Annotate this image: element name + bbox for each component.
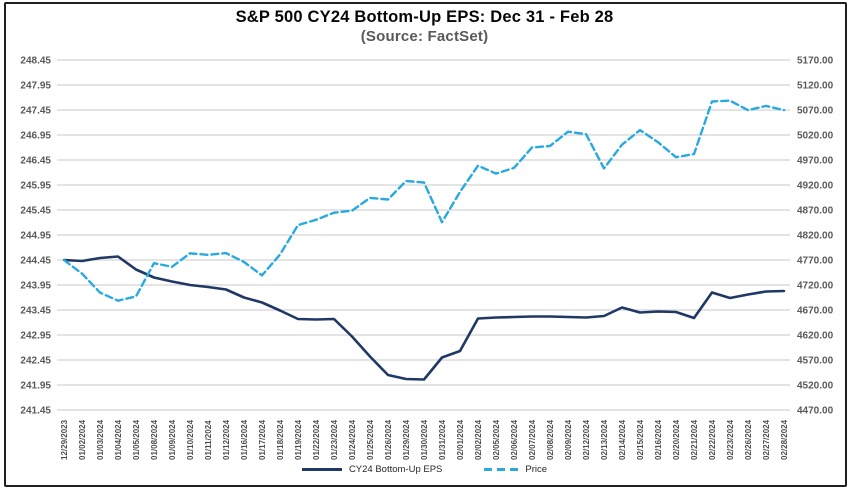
- y-axis-right-tick-label: 4670.00: [797, 306, 834, 317]
- x-axis-date-label: 01/29/2024: [402, 419, 411, 460]
- x-axis-date-label: 01/04/2024: [114, 419, 123, 460]
- x-axis-date-label: 01/22/2024: [312, 419, 321, 460]
- y-axis-left-tick-label: 242.95: [20, 331, 51, 342]
- y-axis-right-tick-label: 4570.00: [797, 356, 834, 367]
- price-line: [62, 99, 786, 302]
- x-axis-date-label: 02/15/2024: [636, 419, 645, 460]
- x-axis-date-label: 01/23/2024: [330, 419, 339, 460]
- x-axis-date-label: 01/17/2024: [258, 419, 267, 460]
- x-axis-date-label: 02/06/2024: [510, 419, 519, 460]
- y-axis-left-tick-label: 244.95: [20, 231, 51, 242]
- x-axis-date-label: 01/31/2024: [438, 419, 447, 460]
- x-axis-date-label: 02/12/2024: [582, 419, 591, 460]
- eps-line: [62, 255, 786, 381]
- x-axis-date-label: 02/01/2024: [456, 419, 465, 460]
- x-axis-date-label: 01/03/2024: [96, 419, 105, 460]
- y-axis-left-tick-label: 242.45: [20, 356, 51, 367]
- y-axis-left-tick-label: 248.45: [20, 56, 51, 67]
- y-axis-right-tick-label: 4470.00: [797, 406, 834, 417]
- x-axis-date-label: 01/24/2024: [348, 419, 357, 460]
- x-axis-date-label: 01/12/2024: [222, 419, 231, 460]
- x-axis-date-label: 02/14/2024: [618, 419, 627, 460]
- x-axis-date-label: 02/05/2024: [492, 419, 501, 460]
- x-axis-date-label: 02/20/2024: [672, 419, 681, 460]
- y-axis-right-tick-label: 4870.00: [797, 206, 834, 217]
- x-axis-date-label: 02/08/2024: [546, 419, 555, 460]
- x-axis-date-label: 01/10/2024: [186, 419, 195, 460]
- y-axis-right-tick-label: 4720.00: [797, 281, 834, 292]
- x-axis-date-label: 02/23/2024: [726, 419, 735, 460]
- x-axis-date-label: 01/09/2024: [168, 419, 177, 460]
- y-axis-left-tick-label: 245.45: [20, 206, 51, 217]
- chart-legend: CY24 Bottom-Up EPS Price: [0, 460, 849, 478]
- x-axis-date-label: 02/22/2024: [708, 419, 717, 460]
- y-axis-right-tick-label: 4820.00: [797, 231, 834, 242]
- y-axis-right-tick-label: 4520.00: [797, 381, 834, 392]
- legend-label-eps: CY24 Bottom-Up EPS: [348, 463, 443, 475]
- x-axis-date-label: 02/13/2024: [600, 419, 609, 460]
- y-axis-right-tick-label: 4970.00: [797, 156, 834, 167]
- y-axis-left-tick-label: 243.95: [20, 281, 51, 292]
- x-axis-date-label: 01/05/2024: [132, 419, 141, 460]
- y-axis-left-tick-label: 241.95: [20, 381, 51, 392]
- y-axis-right-tick-label: 5020.00: [797, 131, 834, 142]
- y-axis-right-tick-label: 5120.00: [797, 81, 834, 92]
- y-axis-right-tick-label: 4770.00: [797, 256, 834, 267]
- y-axis-left-tick-label: 247.45: [20, 106, 51, 117]
- x-axis-date-label: 01/11/2024: [204, 420, 213, 460]
- x-axis-date-label: 12/29/2023: [60, 419, 69, 460]
- y-axis-left-tick-label: 241.45: [20, 406, 51, 417]
- y-axis-left-tick-label: 245.95: [20, 181, 51, 192]
- x-axis-date-label: 01/02/2024: [78, 419, 87, 460]
- y-axis-left-tick-label: 247.95: [20, 81, 51, 92]
- y-axis-left-tick-label: 243.45: [20, 306, 51, 317]
- page-subtitle: (Source: FactSet): [360, 28, 489, 45]
- y-axis-left-tick-label: 244.45: [20, 256, 51, 267]
- legend-item-price: Price: [484, 464, 547, 475]
- x-axis-date-label: 02/27/2024: [762, 419, 771, 460]
- x-axis-date-label: 01/26/2024: [384, 419, 393, 460]
- x-axis-date-label: 01/08/2024: [150, 419, 159, 460]
- x-axis-date-label: 01/30/2024: [420, 419, 429, 460]
- y-axis-left-tick-label: 246.45: [20, 156, 51, 167]
- price-line-swatch-icon: [484, 467, 519, 471]
- x-axis-date-label: 02/07/2024: [528, 419, 537, 460]
- x-axis-date-label: 01/18/2024: [276, 419, 285, 460]
- page-title: S&P 500 CY24 Bottom-Up EPS: Dec 31 - Feb…: [235, 8, 614, 26]
- y-axis-right-tick-label: 5070.00: [797, 106, 834, 117]
- legend-label-price: Price: [525, 463, 548, 475]
- x-axis-date-label: 01/16/2024: [240, 419, 249, 460]
- y-axis-left-tick-label: 246.95: [20, 131, 51, 142]
- x-axis-date-label: 02/09/2024: [564, 419, 573, 460]
- x-axis-date-label: 01/25/2024: [366, 419, 375, 460]
- x-axis-date-label: 01/19/2024: [294, 419, 303, 460]
- y-axis-right-tick-label: 4620.00: [797, 331, 834, 342]
- x-axis-date-label: 02/26/2024: [744, 419, 753, 460]
- x-axis-date-label: 02/21/2024: [690, 419, 699, 460]
- legend-item-eps: CY24 Bottom-Up EPS: [301, 463, 443, 475]
- y-axis-right-tick-label: 4920.00: [797, 181, 834, 192]
- x-axis-date-label: 02/02/2024: [474, 419, 483, 460]
- y-axis-right-tick-label: 5170.00: [797, 56, 834, 67]
- x-axis-date-label: 02/16/2024: [654, 419, 663, 460]
- eps-line-swatch-icon: [301, 467, 342, 471]
- x-axis-date-label: 02/28/2024: [780, 419, 789, 460]
